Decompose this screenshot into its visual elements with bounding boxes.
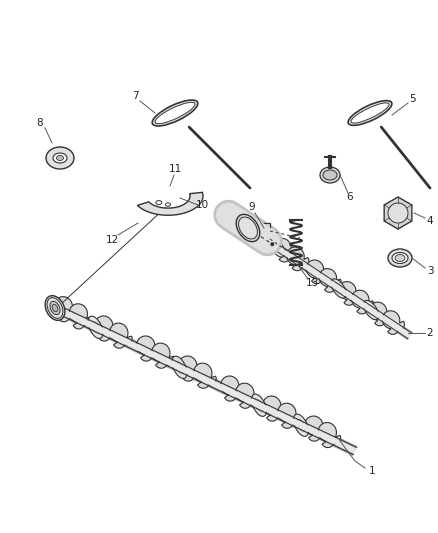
Polygon shape — [152, 343, 174, 368]
Bar — [260, 223, 270, 241]
Text: 12: 12 — [106, 235, 119, 245]
Ellipse shape — [364, 301, 379, 320]
Text: 9: 9 — [249, 202, 255, 212]
Ellipse shape — [269, 238, 285, 257]
Text: 13: 13 — [305, 278, 318, 288]
Text: 6: 6 — [347, 192, 353, 202]
Text: 3: 3 — [427, 266, 433, 276]
Polygon shape — [352, 290, 374, 314]
Polygon shape — [384, 197, 412, 229]
Text: 4: 4 — [427, 216, 433, 226]
Polygon shape — [306, 260, 328, 284]
Polygon shape — [287, 247, 309, 271]
Ellipse shape — [50, 301, 60, 314]
Ellipse shape — [388, 203, 408, 223]
Polygon shape — [138, 192, 203, 215]
Polygon shape — [305, 416, 327, 441]
Polygon shape — [194, 363, 216, 388]
Polygon shape — [69, 304, 92, 329]
Polygon shape — [319, 269, 341, 292]
Text: 7: 7 — [132, 91, 138, 101]
Ellipse shape — [53, 153, 67, 163]
Polygon shape — [278, 403, 300, 429]
Ellipse shape — [270, 242, 274, 246]
Polygon shape — [54, 297, 77, 322]
Text: 1: 1 — [369, 466, 375, 476]
Polygon shape — [95, 316, 117, 341]
Polygon shape — [137, 336, 159, 361]
Ellipse shape — [46, 147, 74, 169]
Polygon shape — [369, 302, 392, 326]
Text: 11: 11 — [168, 164, 182, 174]
Ellipse shape — [166, 203, 170, 206]
Polygon shape — [274, 238, 296, 262]
Text: 8: 8 — [37, 118, 43, 128]
Text: 2: 2 — [427, 328, 433, 338]
Ellipse shape — [88, 316, 103, 338]
Polygon shape — [256, 227, 278, 250]
Ellipse shape — [320, 167, 340, 183]
Polygon shape — [110, 323, 132, 348]
Ellipse shape — [57, 156, 64, 160]
Polygon shape — [243, 218, 265, 241]
Polygon shape — [382, 311, 404, 334]
Polygon shape — [236, 383, 258, 408]
Ellipse shape — [52, 304, 58, 312]
Text: 5: 5 — [409, 94, 415, 104]
Ellipse shape — [348, 101, 392, 125]
Ellipse shape — [251, 394, 266, 416]
Polygon shape — [221, 376, 243, 401]
Ellipse shape — [47, 297, 63, 318]
Ellipse shape — [388, 249, 412, 267]
Polygon shape — [318, 423, 341, 448]
Ellipse shape — [293, 414, 308, 437]
Polygon shape — [179, 356, 201, 381]
Ellipse shape — [395, 254, 405, 262]
Ellipse shape — [156, 200, 162, 205]
Polygon shape — [263, 396, 285, 421]
Text: 10: 10 — [195, 200, 208, 210]
Ellipse shape — [172, 356, 187, 378]
Ellipse shape — [323, 170, 337, 180]
Ellipse shape — [392, 253, 408, 263]
Polygon shape — [339, 281, 360, 305]
Ellipse shape — [331, 279, 346, 298]
Ellipse shape — [152, 100, 198, 126]
Ellipse shape — [239, 217, 258, 239]
Ellipse shape — [236, 214, 260, 241]
Ellipse shape — [45, 296, 65, 320]
Ellipse shape — [155, 102, 195, 124]
Ellipse shape — [351, 103, 389, 123]
